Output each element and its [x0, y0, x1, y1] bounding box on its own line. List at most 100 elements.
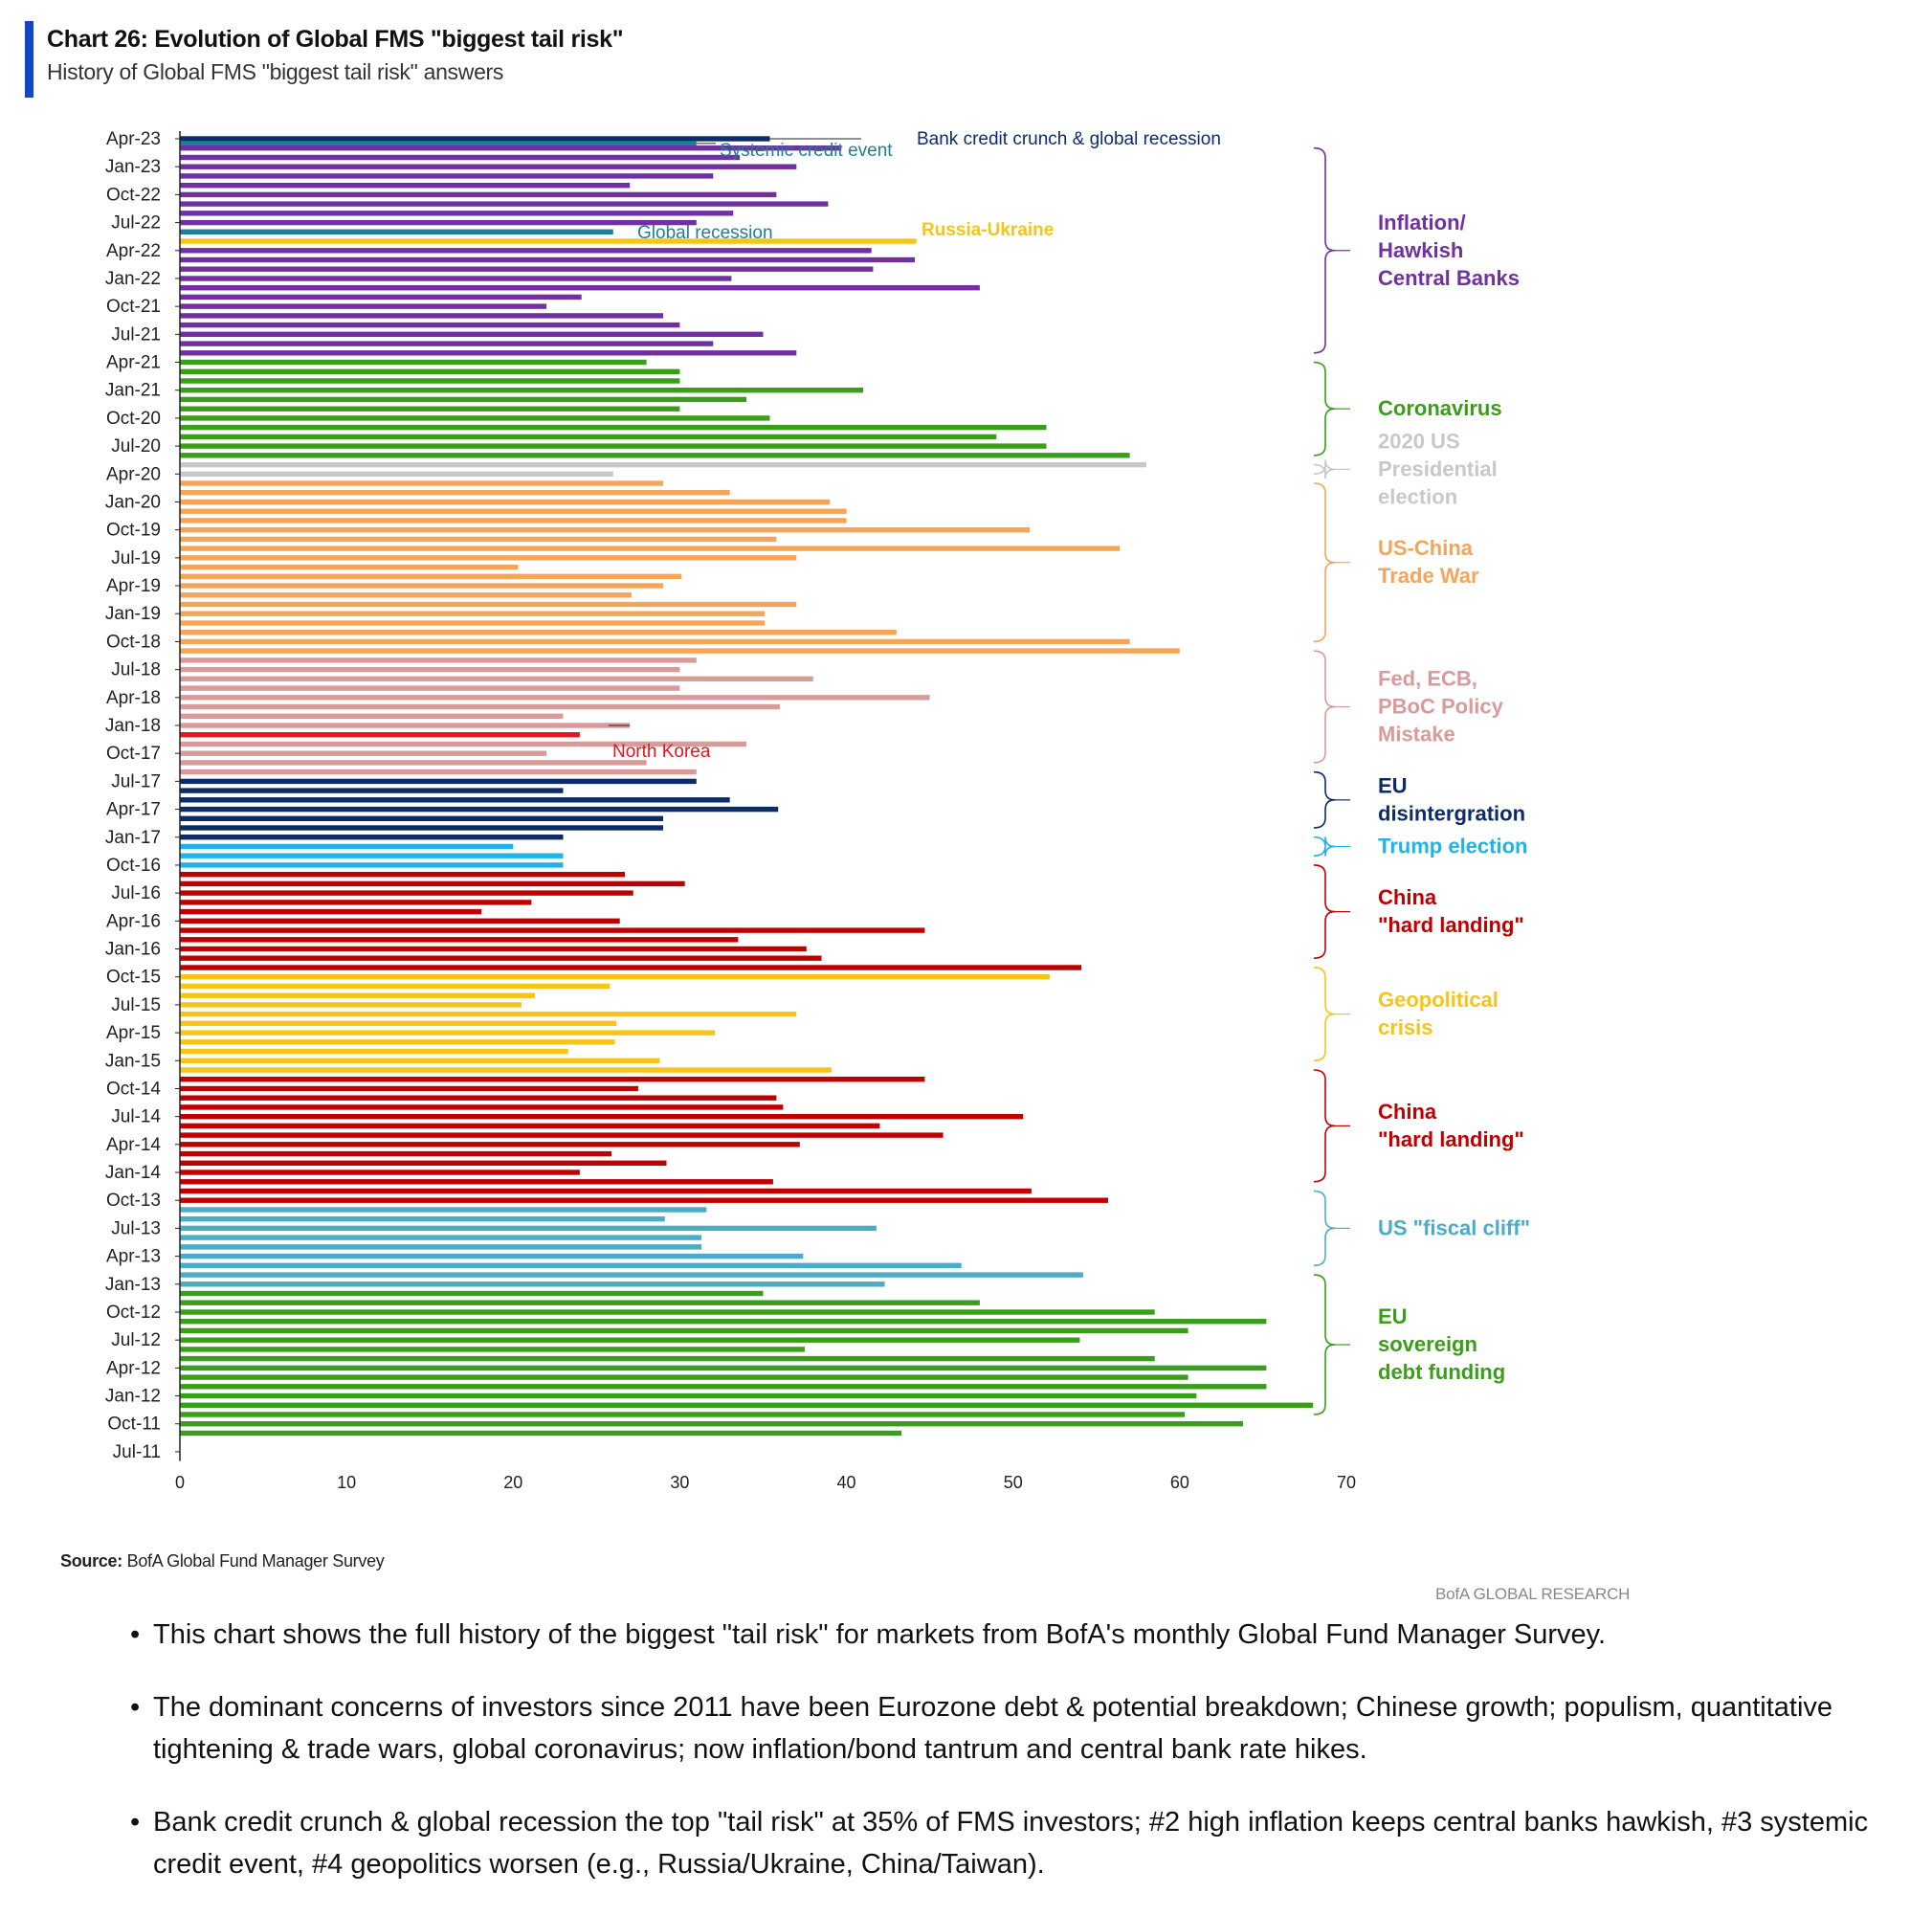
bar: [180, 1114, 1024, 1120]
bar: [180, 303, 547, 309]
bar: [180, 164, 797, 169]
group-label: Trump election: [1378, 834, 1527, 858]
bar: [180, 1281, 885, 1287]
group-label-line: Fed, ECB,: [1378, 667, 1477, 691]
bar: [180, 368, 680, 374]
x-tick-label: 30: [670, 1473, 689, 1492]
chart-subtitle: History of Global FMS "biggest tail risk…: [47, 59, 504, 84]
bar: [180, 732, 580, 738]
source-label: Source:: [60, 1551, 122, 1571]
bar: [180, 1253, 804, 1259]
group-label: Inflation/Hawkish Central Banks: [1378, 211, 1520, 290]
bar: [180, 1290, 764, 1297]
bar: [180, 145, 842, 151]
bar: [180, 1067, 832, 1073]
bar: [180, 900, 532, 905]
group-label-line: US-China: [1378, 536, 1474, 560]
bar: [180, 341, 714, 346]
bar: [180, 1327, 1188, 1334]
group-label-line: Geopolitical: [1378, 988, 1499, 1012]
bar: [180, 1347, 805, 1352]
bar: [180, 527, 1031, 533]
bar: [180, 191, 777, 198]
bar: [180, 657, 697, 663]
bar: [180, 1365, 1267, 1371]
bar: [180, 266, 874, 272]
callout-label: Global recession: [637, 223, 773, 243]
y-tick-label: Jul-14: [111, 1107, 161, 1127]
group-label-line: sovereign: [1378, 1332, 1477, 1356]
group-label-line: debt funding: [1378, 1360, 1505, 1384]
bar: [180, 211, 734, 216]
y-tick-label: Oct-21: [106, 297, 161, 317]
y-tick-label: Oct-14: [106, 1079, 161, 1099]
bar: [180, 359, 647, 366]
bar: [180, 1225, 877, 1232]
group-label-line: Trade War: [1378, 564, 1479, 588]
bar: [180, 1104, 784, 1110]
group-brace: [1313, 1069, 1336, 1183]
bar: [180, 1244, 702, 1250]
group-label: EU disintergration: [1378, 773, 1525, 825]
bar: [180, 499, 831, 505]
y-tick-label: Apr-14: [106, 1135, 161, 1155]
bar: [180, 1337, 1080, 1343]
bar: [180, 862, 564, 868]
bar: [180, 1235, 702, 1240]
bar: [180, 965, 1082, 970]
bar: [180, 294, 582, 301]
bar: [180, 564, 519, 570]
bar: [180, 1077, 925, 1082]
bar: [180, 648, 1180, 654]
bar: [180, 1309, 1155, 1315]
x-tick-label: 60: [1170, 1473, 1189, 1492]
bar: [180, 238, 917, 244]
group-brace: [1313, 1190, 1336, 1267]
bar: [180, 141, 697, 146]
y-tick-label: Jan-14: [105, 1163, 162, 1183]
group-label-line: Mistake: [1378, 723, 1455, 746]
group-brace: [1313, 146, 1336, 354]
y-tick-label: Apr-19: [106, 576, 161, 596]
callout-label: Russia-Ukraine: [922, 220, 1054, 240]
x-tick-label: 20: [503, 1473, 522, 1492]
x-tick-label: 40: [837, 1473, 856, 1492]
group-label-line: Coronavirus: [1378, 396, 1502, 420]
y-tick-label: Apr-17: [106, 800, 161, 820]
group-label: US "fiscal cliff": [1378, 1215, 1530, 1239]
x-tick-label: 0: [175, 1473, 185, 1492]
bar: [180, 1160, 667, 1166]
bar: [180, 695, 930, 701]
y-tick-label: Jul-20: [111, 436, 161, 457]
y-tick-label: Jan-16: [105, 940, 161, 960]
y-tick-label: Jan-20: [105, 492, 161, 512]
y-tick-label: Jul-19: [111, 548, 161, 568]
group-brace: [1313, 482, 1336, 643]
bar: [180, 843, 514, 850]
bar: [180, 471, 613, 477]
bar: [180, 872, 625, 878]
bar: [180, 1392, 1197, 1399]
y-tick-label: Oct-11: [107, 1415, 161, 1435]
group-label-line: Hawkish: [1378, 238, 1463, 262]
bar: [180, 797, 730, 803]
bar: [180, 1142, 800, 1147]
y-tick-label: Oct-15: [106, 968, 161, 988]
bar: [180, 1402, 1314, 1408]
bar: [180, 666, 680, 673]
bar: [180, 508, 847, 514]
y-tick-label: Jul-13: [111, 1218, 161, 1238]
bar: [180, 443, 1047, 449]
bar: [180, 927, 925, 933]
y-tick-label: Jan-23: [105, 157, 161, 177]
bar: [180, 723, 631, 728]
bar: [180, 1095, 777, 1101]
bar: [180, 1216, 665, 1222]
group-label: US-China Trade War: [1378, 536, 1479, 588]
bar: [180, 620, 766, 626]
y-tick-label: Oct-22: [106, 185, 161, 205]
bar: [180, 685, 680, 691]
bar: [180, 1150, 611, 1157]
bar-chart: Apr-23 Jan-23 Oct-22 Jul-22 Apr-22 Jan-22 Oct-…: [105, 129, 1530, 1492]
y-tick-label: Jul-16: [111, 883, 161, 903]
